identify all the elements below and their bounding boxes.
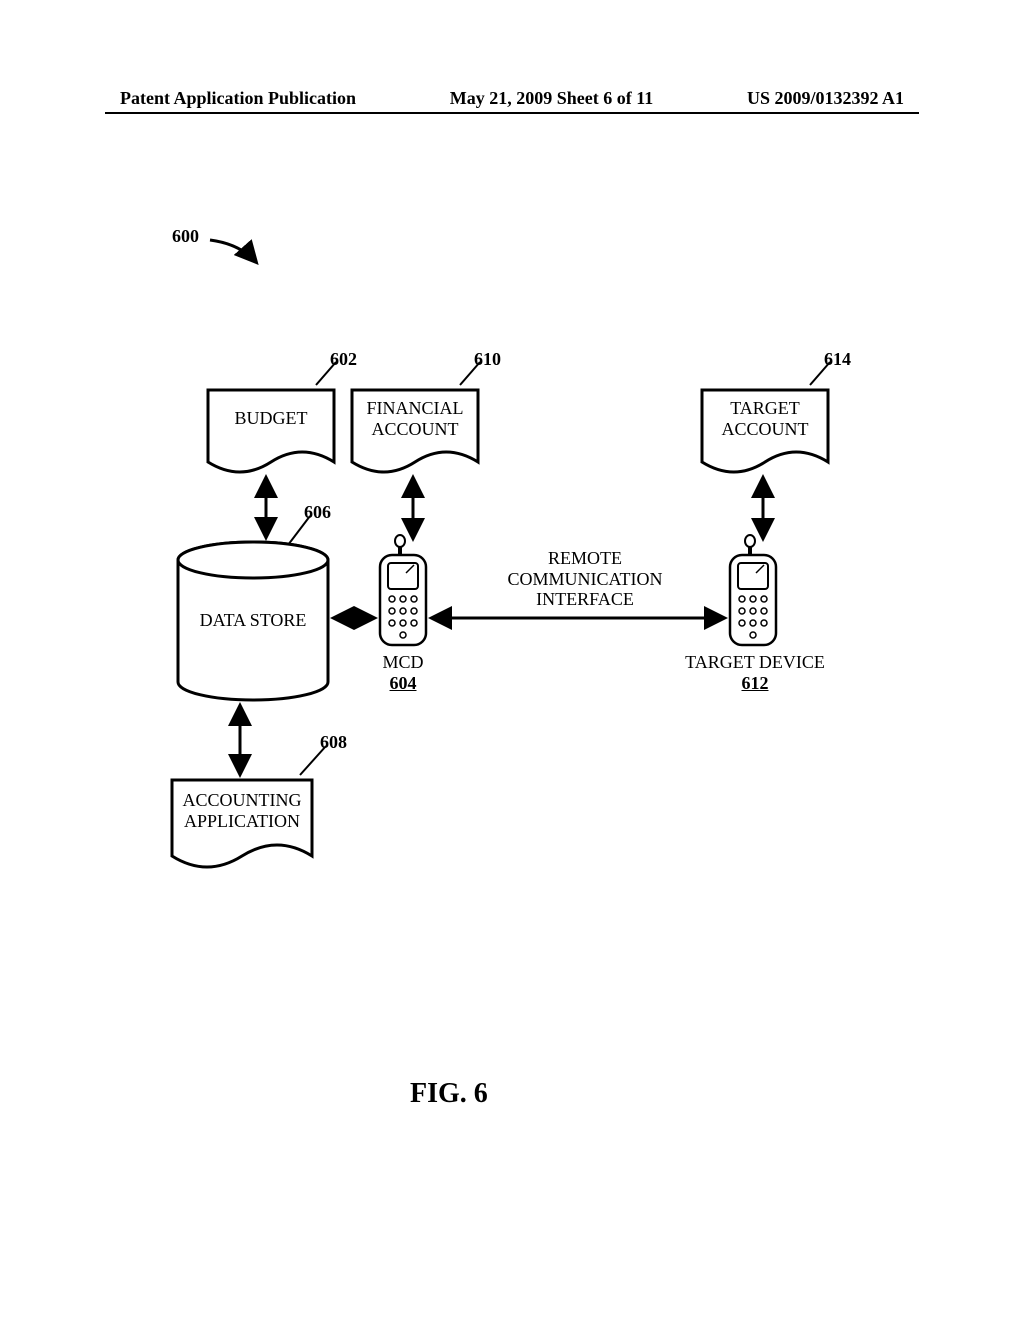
- figure-caption: FIG. 6: [410, 1078, 488, 1110]
- ref-610: 610: [474, 349, 501, 370]
- diagram-canvas: [0, 0, 1024, 1320]
- ref-608: 608: [320, 732, 347, 753]
- ref-606: 606: [304, 502, 331, 523]
- data-store-label: DATA STORE: [178, 610, 328, 631]
- ref-614: 614: [824, 349, 851, 370]
- accounting-app-label: ACCOUNTING APPLICATION: [172, 790, 312, 831]
- target-account-label: TARGET ACCOUNT: [702, 398, 828, 439]
- ref-602: 602: [330, 349, 357, 370]
- ref-604: 604: [390, 673, 417, 693]
- remote-comm-label: REMOTE COMMUNICATION INTERFACE: [480, 548, 690, 610]
- budget-label: BUDGET: [208, 408, 334, 429]
- ref-600: 600: [172, 226, 199, 247]
- mcd-label: MCD 604: [368, 652, 438, 693]
- financial-account-label: FINANCIAL ACCOUNT: [352, 398, 478, 439]
- figure-ref-arrow: [210, 240, 256, 262]
- target-device-label: TARGET DEVICE 612: [680, 652, 830, 693]
- target-device-text: TARGET DEVICE: [685, 652, 825, 672]
- mcd-phone-icon: [380, 535, 426, 645]
- ref-612: 612: [742, 673, 769, 693]
- budget-doc-icon: [208, 390, 334, 472]
- target-device-phone-icon: [730, 535, 776, 645]
- mcd-text: MCD: [382, 652, 423, 672]
